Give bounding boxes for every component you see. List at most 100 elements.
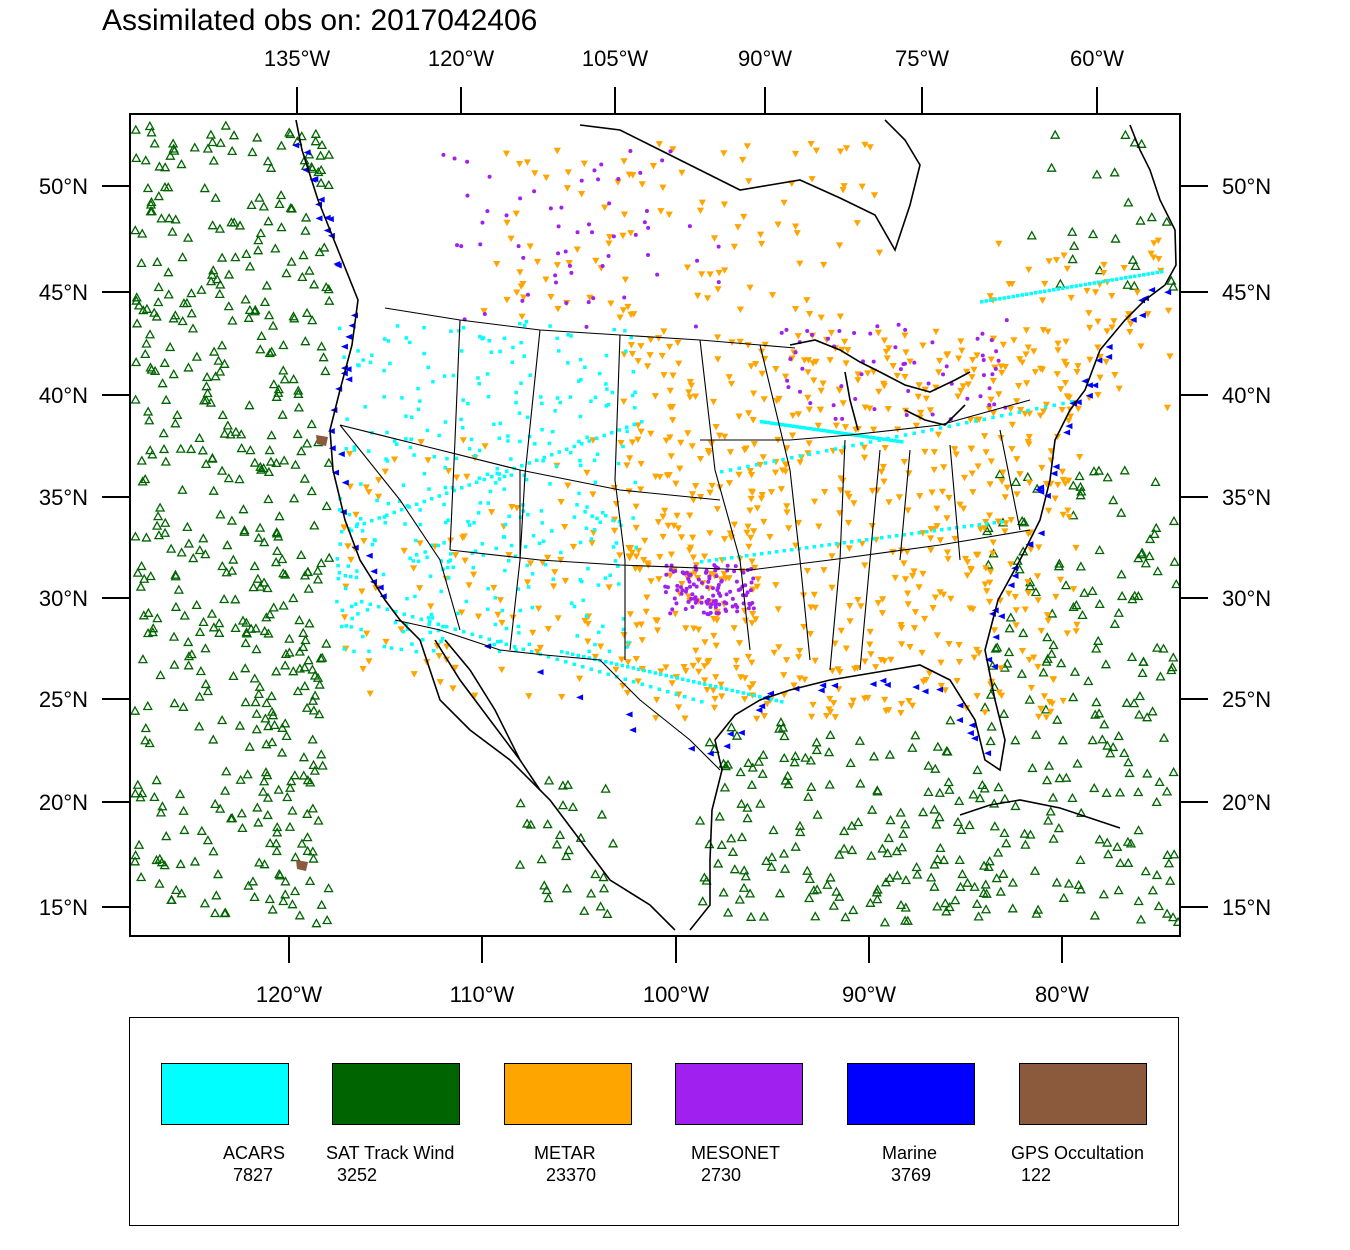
mesonet-marker [691,582,696,587]
sat-wind-marker [210,798,221,808]
metar-marker [630,311,638,318]
acars-marker [790,548,794,552]
metar-marker [922,395,930,403]
mesonet-marker [716,582,721,587]
acars-marker [1088,282,1092,286]
metar-marker [956,501,964,509]
sat-wind-marker [136,871,147,882]
sat-wind-marker [268,379,279,389]
acars-marker [527,461,531,465]
baja-peninsula [434,639,541,791]
metar-marker [669,146,677,153]
metar-marker [815,523,823,531]
sat-wind-marker [147,627,158,637]
acars-marker [747,692,751,696]
acars-marker [791,424,795,428]
sat-wind-marker [602,908,613,918]
acars-marker [479,635,483,639]
sat-wind-marker [276,222,287,232]
marine-marker [1148,287,1156,294]
acars-marker [603,576,608,580]
mesonet-marker [607,201,612,206]
metar-marker [624,303,632,311]
metar-marker [903,548,911,556]
acars-marker [388,361,392,366]
acars-marker [631,516,635,520]
acars-marker [708,683,712,688]
sat-wind-marker [258,201,269,211]
sat-wind-marker [159,860,170,870]
metar-marker [666,387,674,395]
metar-marker [647,430,655,438]
acars-marker [419,617,423,621]
metar-marker [605,240,613,247]
sat-wind-marker [1161,786,1173,796]
acars-marker [816,450,820,455]
metar-marker [973,352,981,359]
metar-marker [838,346,846,354]
sat-wind-marker [298,627,309,637]
acars-marker [404,622,409,626]
metar-marker [839,186,847,194]
acars-marker [900,440,904,444]
acars-marker [825,449,829,453]
acars-marker [494,546,499,551]
sat-wind-marker [179,610,190,620]
acars-marker [830,430,834,434]
sat-wind-marker [831,886,842,896]
acars-marker [416,407,421,412]
acars-marker [691,697,695,701]
metar-marker [352,511,360,519]
metar-marker [845,494,853,501]
acars-marker [502,535,507,539]
acars-marker [640,682,644,686]
acars-marker [625,645,629,649]
sat-wind-marker [246,623,257,633]
sat-wind-marker [168,313,179,323]
marine-marker [345,333,353,340]
mesonet-marker [586,300,591,305]
mesonet-marker [584,324,589,329]
sat-wind-marker [1046,162,1057,172]
sat-wind-marker [1005,612,1016,622]
acars-marker [692,680,696,684]
metar-marker [810,498,819,506]
acars-marker [767,551,771,555]
sat-wind-marker [197,445,208,455]
metar-marker [747,534,755,542]
metar-marker [382,638,390,646]
sat-wind-marker [177,484,188,494]
bottom-longitude-axis: 120°W 110°W 100°W 90°W 80°W [256,936,1089,1007]
mesonet-marker [455,243,460,248]
sat-wind-marker [188,553,199,563]
metar-marker [649,163,658,170]
metar-marker [674,525,682,532]
acars-marker [592,458,597,463]
acars-marker [490,475,494,479]
metar-marker [1013,456,1021,463]
metar-marker [1008,446,1016,453]
great-lakes [789,339,971,431]
metar-marker [461,557,469,565]
sat-wind-marker [151,520,163,530]
mesonet-marker [713,601,718,606]
metar-marker [523,579,532,586]
sat-wind-marker [854,735,866,745]
sat-wind-marker [900,874,912,885]
sat-wind-marker [795,826,806,837]
sat-wind-marker [938,854,950,865]
acars-marker [631,666,635,670]
sat-wind-marker [271,845,282,856]
marine-marker [576,694,584,701]
sat-wind-marker [753,756,765,766]
acars-marker [583,510,587,514]
acars-marker [393,620,398,625]
acars-marker [577,379,581,383]
metar-marker [879,463,888,471]
metar-marker [732,664,741,672]
acars-marker [530,650,534,654]
metar-marker [959,383,967,390]
acars-marker [354,602,358,606]
acars-marker [346,564,350,568]
mesonet-marker [670,607,675,612]
